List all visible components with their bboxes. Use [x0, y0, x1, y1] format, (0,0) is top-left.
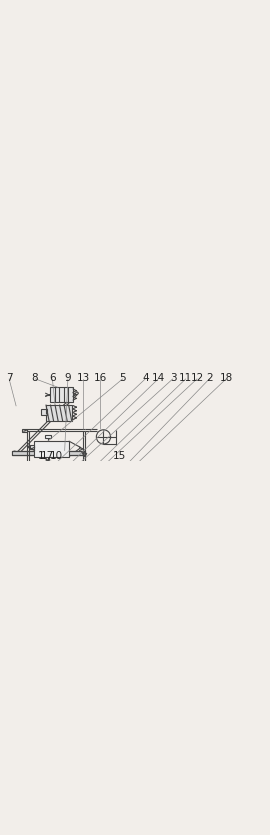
- Text: 14: 14: [152, 372, 165, 382]
- Ellipse shape: [50, 512, 55, 527]
- Circle shape: [141, 633, 145, 637]
- Bar: [64, 491, 67, 502]
- Text: 11: 11: [179, 372, 193, 382]
- Bar: [120, 631, 150, 634]
- Bar: [47, 578, 50, 583]
- Bar: [22, 429, 26, 432]
- Circle shape: [28, 446, 31, 448]
- Text: 5: 5: [120, 372, 126, 382]
- Bar: [33, 472, 36, 474]
- Bar: [19, 567, 36, 587]
- Text: 15: 15: [113, 451, 126, 461]
- Bar: [38, 492, 65, 501]
- Bar: [130, 610, 136, 616]
- Text: 4: 4: [142, 372, 149, 382]
- Text: 13: 13: [77, 372, 90, 382]
- Text: 1: 1: [38, 451, 45, 461]
- Bar: [41, 409, 46, 415]
- Bar: [48, 535, 77, 541]
- Text: 12: 12: [191, 372, 204, 382]
- Bar: [122, 610, 129, 616]
- Bar: [12, 451, 85, 455]
- Text: 7: 7: [6, 372, 12, 382]
- Bar: [137, 610, 143, 616]
- Bar: [79, 493, 81, 497]
- Bar: [36, 491, 39, 502]
- Bar: [78, 472, 81, 475]
- Bar: [12, 451, 85, 455]
- Circle shape: [122, 633, 126, 637]
- Bar: [45, 435, 51, 438]
- Text: 6: 6: [49, 372, 56, 382]
- Text: 10: 10: [50, 451, 63, 461]
- Bar: [54, 529, 60, 532]
- Bar: [50, 578, 53, 582]
- Bar: [73, 529, 79, 532]
- Bar: [120, 607, 150, 634]
- Text: 18: 18: [220, 372, 233, 382]
- Text: 8: 8: [32, 372, 38, 382]
- Bar: [46, 405, 72, 422]
- Bar: [50, 387, 73, 402]
- Ellipse shape: [77, 512, 82, 527]
- Bar: [11, 572, 20, 578]
- Circle shape: [128, 633, 132, 637]
- Bar: [6, 613, 30, 616]
- Text: 2: 2: [206, 372, 213, 382]
- Text: 17: 17: [41, 451, 55, 461]
- Circle shape: [134, 633, 139, 637]
- Bar: [85, 516, 93, 581]
- Bar: [77, 493, 79, 498]
- Bar: [35, 471, 39, 475]
- Circle shape: [13, 451, 16, 454]
- Text: 9: 9: [65, 372, 71, 382]
- Bar: [63, 568, 76, 599]
- Bar: [83, 473, 85, 475]
- Bar: [30, 445, 34, 449]
- Bar: [53, 512, 79, 527]
- Text: 16: 16: [94, 372, 107, 382]
- Text: 3: 3: [170, 372, 176, 382]
- Circle shape: [64, 598, 67, 601]
- Circle shape: [72, 598, 75, 601]
- Bar: [34, 441, 69, 457]
- Bar: [39, 468, 68, 481]
- Bar: [81, 472, 83, 475]
- Circle shape: [68, 598, 71, 601]
- Bar: [45, 461, 51, 463]
